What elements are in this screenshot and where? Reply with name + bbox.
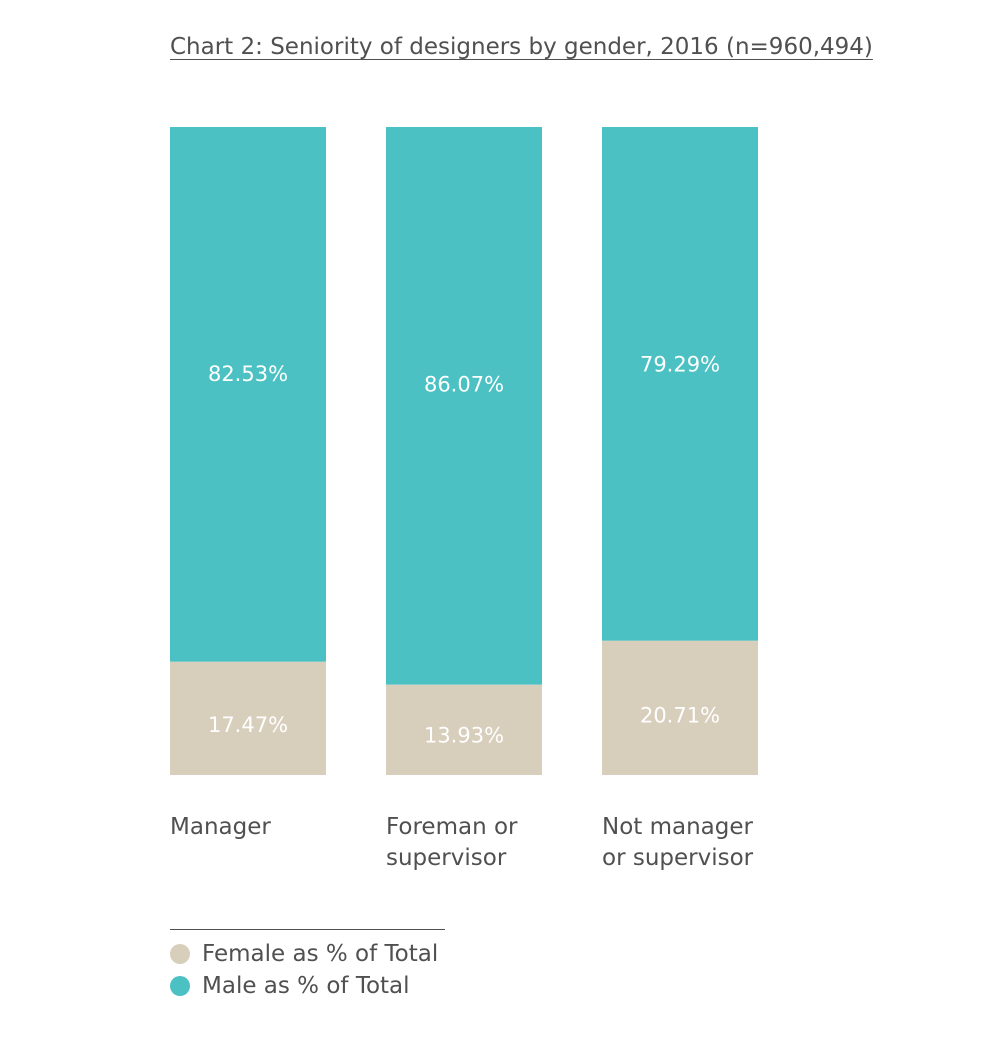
data-label-male-1: 86.07% bbox=[424, 373, 504, 397]
legend-label-female: Female as % of Total bbox=[202, 941, 439, 967]
legend-swatch-male bbox=[170, 976, 190, 996]
data-label-female-2: 20.71% bbox=[640, 704, 720, 728]
bar-male-2 bbox=[602, 127, 758, 641]
category-label-line: or supervisor bbox=[602, 845, 754, 871]
chart-title: Chart 2: Seniority of designers by gende… bbox=[170, 34, 873, 60]
category-label-manager: Manager bbox=[170, 812, 370, 843]
bar-male-1 bbox=[386, 127, 542, 685]
legend-divider bbox=[170, 929, 445, 930]
legend-swatch-female bbox=[170, 944, 190, 964]
data-label-female-1: 13.93% bbox=[424, 723, 504, 747]
category-label-line: supervisor bbox=[386, 845, 507, 871]
bar-male-0 bbox=[170, 127, 326, 662]
category-label-line: Manager bbox=[170, 814, 271, 840]
bar-female-1 bbox=[386, 684, 542, 775]
legend-item-male: Male as % of Total bbox=[170, 972, 410, 1000]
data-label-male-2: 79.29% bbox=[640, 352, 720, 376]
bar-female-0 bbox=[170, 661, 326, 775]
category-label-foreman: Foreman or supervisor bbox=[386, 812, 586, 874]
category-label-not-manager: Not manager or supervisor bbox=[602, 812, 802, 874]
data-label-male-0: 82.53% bbox=[208, 362, 288, 386]
bar-female-2 bbox=[602, 640, 758, 775]
category-label-line: Foreman or bbox=[386, 814, 518, 840]
data-label-female-0: 17.47% bbox=[208, 713, 288, 737]
chart-plot-area: 82.53% 17.47% 86.07% 13.93% 79.29% 20.71% bbox=[170, 127, 758, 775]
legend-item-female: Female as % of Total bbox=[170, 940, 438, 968]
legend-label-male: Male as % of Total bbox=[202, 973, 410, 999]
category-label-line: Not manager bbox=[602, 814, 753, 840]
